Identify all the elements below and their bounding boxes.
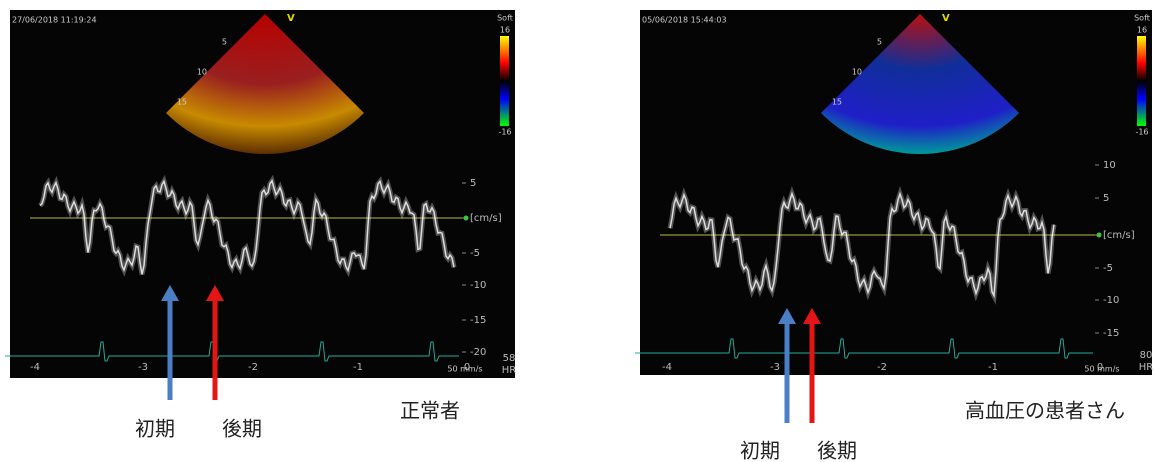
depth-label: 10 — [852, 68, 862, 77]
mode-label: V — [942, 13, 950, 24]
time-tick-label: 0 — [1097, 362, 1103, 373]
time-tick-label: -3 — [138, 362, 148, 373]
mode-label: V — [287, 13, 295, 24]
time-tick-label: -4 — [662, 362, 672, 373]
depth-label: 5 — [222, 38, 227, 47]
doppler-trace — [39, 179, 455, 275]
velocity-tick-label: 10 — [1103, 160, 1116, 171]
heart-rate-label: HR — [502, 365, 517, 376]
time-tick-label: -2 — [248, 362, 258, 373]
time-tick-label: -2 — [877, 362, 887, 373]
scale-label: Soft — [497, 14, 513, 23]
velocity-tick-label: -5 — [470, 248, 480, 259]
velocity-tick-label: -5 — [1103, 263, 1113, 274]
time-tick-label: -1 — [353, 362, 363, 373]
heart-rate: 58 — [503, 353, 516, 364]
heart-rate-label: HR — [1139, 362, 1154, 373]
time-tick-label: -4 — [30, 362, 40, 373]
caption: 高血圧の患者さん — [965, 399, 1125, 423]
timestamp: 05/06/2018 15:44:03 — [642, 16, 727, 25]
velocity-tick-label: -10 — [1103, 295, 1119, 306]
velocity-tick-label: -10 — [470, 280, 486, 291]
velocity-tick-label: -20 — [470, 347, 486, 358]
depth-label: 10 — [197, 68, 207, 77]
arrow-label: 初期 — [740, 439, 780, 462]
ecg-trace — [5, 341, 459, 362]
depth-label: 5 — [877, 38, 882, 47]
echo-panel: 27/06/2018 11:19:24 V 5 10 15 Soft 16 -16 5 [cm/s… — [5, 10, 516, 441]
doppler-fan — [166, 14, 364, 154]
scale-min: -16 — [1135, 128, 1148, 137]
echo-panel: 05/06/2018 15:44:03 V 5 10 15 Soft 16 -16 10 5 [cm… — [635, 10, 1153, 462]
velocity-tick-label: [cm/s] — [470, 213, 502, 224]
colorbar — [500, 36, 509, 126]
time-tick-label: -3 — [770, 362, 780, 373]
time-tick-label: 0 — [464, 362, 470, 373]
sweep-speed: 50 mm/s — [1084, 365, 1119, 374]
doppler-fan — [821, 14, 1019, 154]
arrow-head — [206, 285, 224, 301]
arrow-label: 初期 — [135, 417, 175, 441]
timestamp: 27/06/2018 11:19:24 — [12, 16, 97, 25]
arrow-label: 後期 — [817, 439, 857, 462]
scale-max: 16 — [1137, 26, 1147, 35]
doppler-trace — [669, 191, 1055, 299]
depth-label: 15 — [832, 98, 842, 107]
scale-min: -16 — [498, 128, 511, 137]
heart-rate: 80 — [1140, 350, 1153, 361]
arrow-head — [161, 285, 179, 301]
velocity-tick-label: [cm/s] — [1103, 230, 1135, 241]
time-tick-label: -1 — [988, 362, 998, 373]
arrow-head — [803, 308, 821, 324]
ecg-trace — [635, 338, 1093, 359]
velocity-tick-label: 5 — [470, 178, 476, 189]
arrow-label: 後期 — [222, 417, 262, 441]
velocity-tick-label: -15 — [1103, 328, 1119, 339]
arrow-head — [778, 308, 796, 324]
sweep-speed: 50 mm/s — [447, 365, 482, 374]
depth-label: 15 — [177, 98, 187, 107]
velocity-tick-label: 5 — [1103, 193, 1109, 204]
velocity-tick-label: -15 — [470, 315, 486, 326]
scale-label: Soft — [1134, 14, 1150, 23]
caption: 正常者 — [400, 399, 460, 423]
scale-max: 16 — [500, 26, 510, 35]
colorbar — [1137, 36, 1146, 126]
